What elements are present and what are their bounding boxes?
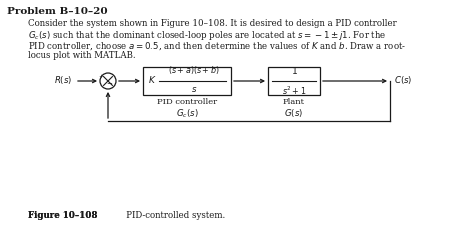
Text: $K$: $K$ xyxy=(148,74,156,85)
Text: $(s+a)(s+b)$: $(s+a)(s+b)$ xyxy=(168,64,220,76)
Text: Figure 10–108: Figure 10–108 xyxy=(28,211,98,220)
Text: Figure 10–108   PID-controlled system.: Figure 10–108 PID-controlled system. xyxy=(28,211,199,220)
Text: $s$: $s$ xyxy=(191,85,197,94)
Text: PID-controlled system.: PID-controlled system. xyxy=(118,211,225,220)
Text: Plant: Plant xyxy=(283,98,305,106)
Text: $G_c(s)$ such that the dominant closed-loop poles are located at $s = -1 \pm j1$: $G_c(s)$ such that the dominant closed-l… xyxy=(28,30,387,43)
Text: $G(s)$: $G(s)$ xyxy=(284,107,303,119)
Bar xyxy=(268,67,320,95)
Text: −: − xyxy=(106,81,112,87)
Text: $1$: $1$ xyxy=(291,65,298,76)
Text: $G_c(s)$: $G_c(s)$ xyxy=(176,107,198,120)
Text: Problem B–10–20: Problem B–10–20 xyxy=(7,7,108,16)
Text: +: + xyxy=(99,74,104,79)
Text: locus plot with MATLAB.: locus plot with MATLAB. xyxy=(28,51,136,60)
Text: $s^2+1$: $s^2+1$ xyxy=(282,85,306,97)
Text: $C(s)$: $C(s)$ xyxy=(394,74,412,86)
Text: $R(s)$: $R(s)$ xyxy=(54,74,72,86)
Text: Consider the system shown in Figure 10–108. It is desired to design a PID contro: Consider the system shown in Figure 10–1… xyxy=(28,19,397,28)
Text: PID controller: PID controller xyxy=(157,98,217,106)
Text: Figure 10–108: Figure 10–108 xyxy=(28,211,98,220)
Bar xyxy=(143,67,231,95)
Text: PID controller, choose $a = 0.5$, and then determine the values of $K$ and $b$. : PID controller, choose $a = 0.5$, and th… xyxy=(28,40,406,52)
